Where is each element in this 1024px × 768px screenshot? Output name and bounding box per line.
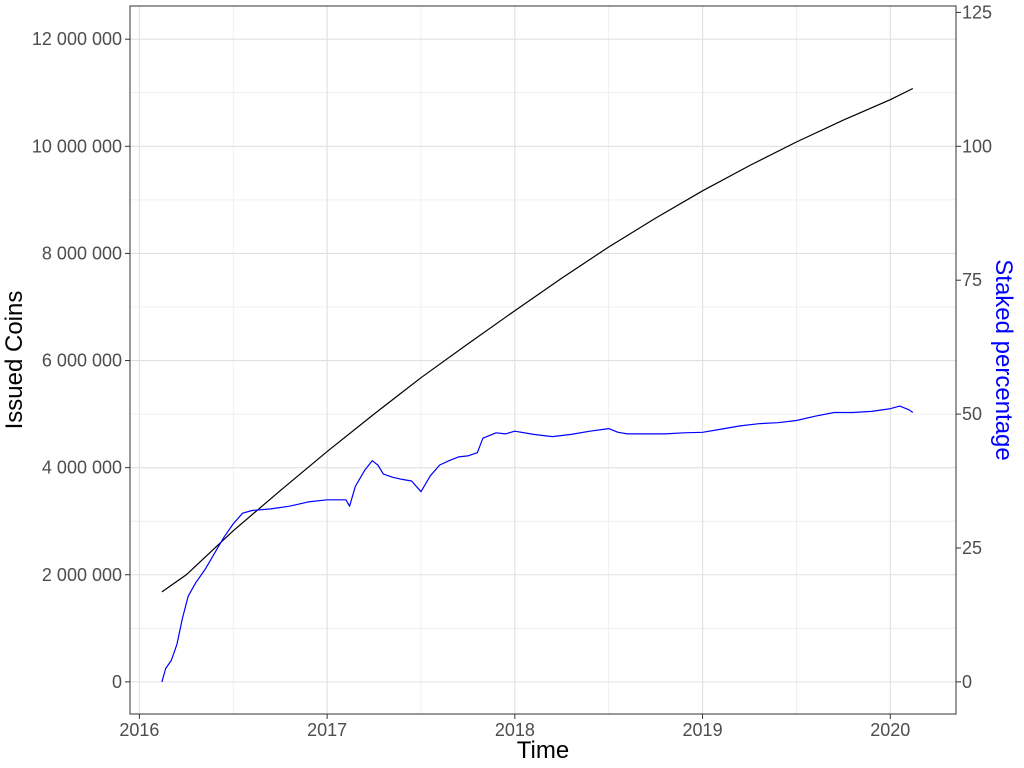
x-tick-label: 2016	[119, 720, 159, 740]
y-tick-label: 12 000 000	[32, 29, 122, 49]
y-tick-label: 10 000 000	[32, 136, 122, 156]
plot-panel-border	[129, 5, 957, 715]
y2-tick-label: 25	[962, 538, 982, 558]
y2-tick-label: 100	[962, 136, 992, 156]
y2-tick-label: 0	[962, 672, 972, 692]
x-axis-title: Time	[517, 737, 569, 764]
y-tick-label: 2 000 000	[42, 565, 122, 585]
axis-ticks: 2016 2017 2018 2019 2020 0 2 000 000 4 000 000 6…	[32, 2, 992, 740]
x-tick-label: 2020	[870, 720, 910, 740]
x-tick-label: 2019	[683, 720, 723, 740]
y-tick-label: 8 000 000	[42, 243, 122, 263]
issued-coins-line	[161, 87, 914, 593]
y-tick-label: 4 000 000	[42, 458, 122, 478]
y2-tick-label: 75	[962, 270, 982, 290]
x-tick-label: 2017	[307, 720, 347, 740]
x-tick-label: 2018	[495, 720, 535, 740]
staked-percentage-line	[161, 405, 914, 683]
y-axis-title: Issued Coins	[1, 291, 28, 430]
y2-tick-label: 125	[962, 2, 992, 22]
y2-tick-label: 50	[962, 404, 982, 424]
y2-axis-title: Staked percentage	[990, 259, 1017, 460]
grid-lines	[130, 6, 956, 714]
y-tick-label: 0	[112, 672, 122, 692]
y-tick-label: 6 000 000	[42, 351, 122, 371]
data-series	[161, 87, 914, 683]
